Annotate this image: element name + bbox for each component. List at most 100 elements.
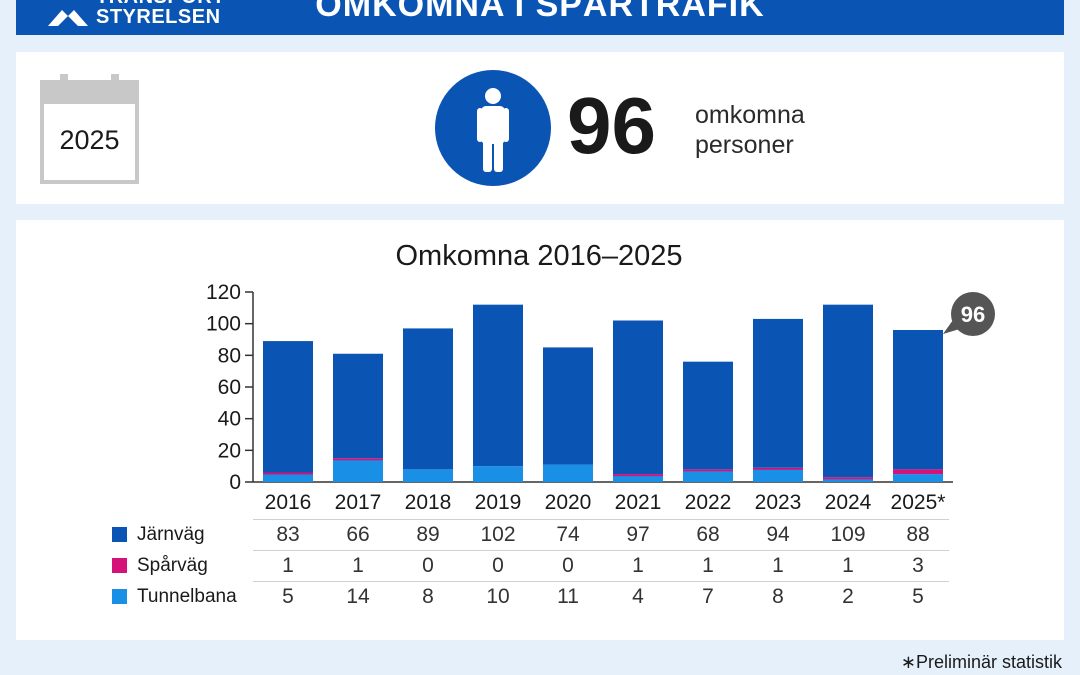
legend-swatch-sparvag xyxy=(112,558,127,573)
table-row-divider xyxy=(253,519,949,520)
summary-card: 2025 96 omkomna personer xyxy=(16,52,1064,204)
table-cell: 89 xyxy=(416,523,440,546)
x-tick-label: 2020 xyxy=(544,491,592,514)
y-tick-label: 0 xyxy=(229,471,241,494)
x-tick-label: 2025* xyxy=(890,491,946,514)
legend-swatch-tunnelbana xyxy=(112,589,127,604)
bar-jarnvag xyxy=(263,341,313,473)
bar-jarnvag xyxy=(893,330,943,470)
bar-tunnelbana xyxy=(823,478,873,482)
bar-jarnvag xyxy=(613,320,663,475)
total-deaths-number: 96 xyxy=(567,81,656,170)
table-cell: 83 xyxy=(276,523,300,546)
table-cell: 5 xyxy=(282,585,294,608)
table-cell: 11 xyxy=(557,585,579,608)
bar-sparvag xyxy=(333,458,383,461)
table-cell: 66 xyxy=(346,523,370,546)
summary-year: 2025 xyxy=(59,125,120,155)
x-tick-label: 2019 xyxy=(474,491,522,514)
transportstyrelsen-logo: TRANSPORT STYRELSEN xyxy=(30,0,230,32)
table-row-divider xyxy=(253,550,949,551)
bar-sparvag xyxy=(613,474,663,477)
x-tick-label: 2016 xyxy=(264,491,312,514)
callout-tail xyxy=(943,320,963,334)
chart-card xyxy=(16,220,1064,640)
x-tick-label: 2017 xyxy=(334,491,382,514)
person-icon xyxy=(477,88,509,172)
bar-jarnvag xyxy=(333,353,383,459)
legend-label-sparvag: Spårväg xyxy=(137,555,208,576)
person-icon-circle xyxy=(435,70,551,186)
table-cell: 94 xyxy=(766,523,790,546)
bar-jarnvag xyxy=(683,361,733,470)
caption-line2: personer xyxy=(695,131,794,159)
chart-title: Omkomna 2016–2025 xyxy=(395,240,683,272)
y-tick-label: 100 xyxy=(206,313,241,336)
bar-sparvag xyxy=(263,472,313,475)
table-cell: 97 xyxy=(626,523,650,546)
legend-label-jarnvag: Järnväg xyxy=(137,524,205,545)
bar-tunnelbana xyxy=(543,464,593,482)
y-tick-label: 60 xyxy=(218,376,241,399)
legend-swatch-jarnvag xyxy=(112,527,127,542)
bar-tunnelbana xyxy=(683,470,733,482)
x-tick-label: 2024 xyxy=(824,491,872,514)
table-cell: 1 xyxy=(352,554,364,577)
table-cell: 0 xyxy=(562,554,574,577)
bar-tunnelbana xyxy=(473,466,523,482)
bar-sparvag xyxy=(683,469,733,472)
table-cell: 68 xyxy=(696,523,720,546)
bar-jarnvag xyxy=(403,328,453,470)
bar-jarnvag xyxy=(543,347,593,465)
table-cell: 1 xyxy=(702,554,714,577)
footnote: ∗Preliminär statistik xyxy=(900,652,1062,672)
callout-bubble xyxy=(951,292,995,336)
bar-tunnelbana xyxy=(893,474,943,482)
y-tick-label: 80 xyxy=(218,344,241,367)
header-bar: TRANSPORT STYRELSEN OMKOMNA I SPÅRTRAFIK xyxy=(16,0,1064,35)
bar-tunnelbana xyxy=(613,475,663,482)
logo-text-line1: TRANSPORT xyxy=(96,0,225,9)
table-cell: 74 xyxy=(556,523,580,546)
table-cell: 2 xyxy=(842,585,854,608)
table-cell: 1 xyxy=(772,554,784,577)
table-cell: 7 xyxy=(702,585,714,608)
bar-sparvag xyxy=(893,469,943,475)
table-cell: 109 xyxy=(830,523,866,546)
table-cell: 88 xyxy=(906,523,930,546)
table-cell: 0 xyxy=(492,554,504,577)
table-cell: 8 xyxy=(422,585,434,608)
y-tick-label: 20 xyxy=(218,439,241,462)
table-cell: 1 xyxy=(282,554,294,577)
caption-line1: omkomna xyxy=(695,101,805,129)
bar-jarnvag xyxy=(823,304,873,478)
bar-tunnelbana xyxy=(403,469,453,482)
bar-tunnelbana xyxy=(753,469,803,482)
table-cell: 4 xyxy=(632,585,644,608)
x-tick-label: 2018 xyxy=(404,491,452,514)
table-cell: 102 xyxy=(480,523,516,546)
x-tick-label: 2021 xyxy=(614,491,662,514)
bar-jarnvag xyxy=(753,318,803,468)
table-cell: 8 xyxy=(772,585,784,608)
bar-tunnelbana xyxy=(333,459,383,482)
table-cell: 5 xyxy=(912,585,924,608)
legend-label-tunnelbana: Tunnelbana xyxy=(137,586,237,607)
table-cell: 3 xyxy=(912,554,924,577)
table-cell: 10 xyxy=(486,585,510,608)
logo-mark-icon xyxy=(48,10,88,26)
x-tick-label: 2022 xyxy=(684,491,732,514)
header-title: OMKOMNA I SPÅRTRAFIK xyxy=(315,0,765,24)
logo-text-line2: STYRELSEN xyxy=(96,6,221,28)
table-cell: 1 xyxy=(632,554,644,577)
calendar-icon xyxy=(40,74,139,184)
table-cell: 0 xyxy=(422,554,434,577)
bar-sparvag xyxy=(823,477,873,480)
table-cell: 1 xyxy=(842,554,854,577)
x-tick-label: 2023 xyxy=(754,491,802,514)
callout-value: 96 xyxy=(961,302,985,327)
y-tick-label: 120 xyxy=(206,281,241,304)
table-row-divider xyxy=(253,581,949,582)
bar-sparvag xyxy=(753,467,803,470)
